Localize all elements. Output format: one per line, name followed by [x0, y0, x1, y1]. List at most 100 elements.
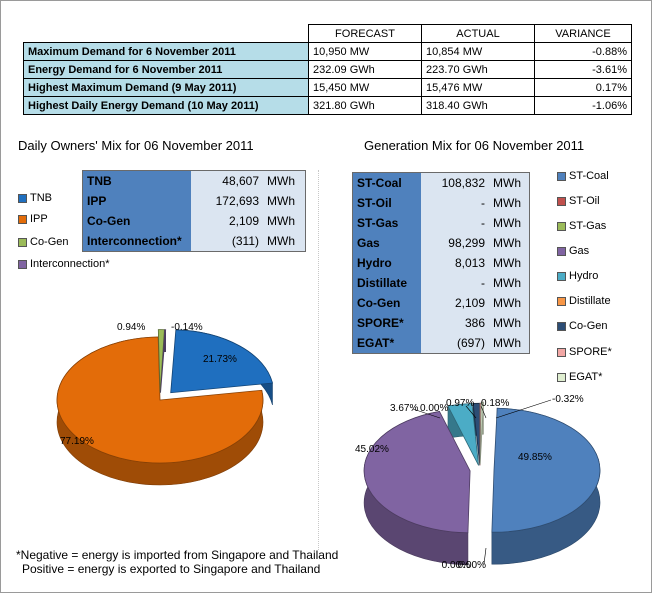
generation-mix-row: ST-Coal 108,832 MWh	[353, 173, 529, 193]
pie-data-label: 3.67%	[390, 403, 418, 414]
generation-mix-label: ST-Coal	[353, 173, 421, 193]
pie-data-label: 21.73%	[203, 354, 237, 365]
generation-mix-value: 108,832	[421, 173, 491, 193]
generation-mix-unit: MWh	[491, 313, 529, 333]
summary-forecast: 15,450 MW	[308, 78, 422, 97]
owners-mix-unit: MWh	[265, 191, 305, 211]
footnote-line-1: *Negative = energy is imported from Sing…	[16, 548, 339, 562]
section-divider	[318, 170, 319, 550]
generation-mix-unit: MWh	[491, 233, 529, 253]
legend-item: ST-Gas	[557, 220, 606, 232]
legend-item: Co-Gen	[557, 320, 608, 332]
generation-mix-label: ST-Oil	[353, 193, 421, 213]
generation-mix-value: -	[421, 213, 491, 233]
summary-forecast: 321.80 GWh	[308, 96, 422, 115]
generation-mix-label: Hydro	[353, 253, 421, 273]
generation-mix-value: -	[421, 193, 491, 213]
pie-data-label: 0.97%	[446, 398, 474, 409]
legend-item: EGAT*	[557, 371, 602, 383]
generation-mix-value: 2,109	[421, 293, 491, 313]
legend-swatch	[557, 271, 566, 281]
owners-mix-label: Interconnection*	[83, 231, 191, 251]
generation-mix-label: Distillate	[353, 273, 421, 293]
summary-actual: 318.40 GWh	[421, 96, 535, 115]
pie-slice	[363, 410, 471, 534]
legend-swatch	[557, 347, 566, 357]
summary-header-actual: ACTUAL	[421, 24, 535, 43]
pie-slice	[479, 401, 484, 465]
summary-variance: -1.06%	[534, 96, 632, 115]
legend-swatch	[557, 196, 566, 206]
pie-data-label: 0.94%	[117, 322, 145, 333]
pie-data-label: 45.02%	[355, 444, 389, 455]
pie-data-label: 0.00%	[420, 403, 448, 414]
legend-swatch	[557, 296, 566, 306]
pie-slice	[447, 403, 479, 466]
pie-leader-line	[483, 547, 487, 565]
legend-label: Co-Gen	[30, 236, 69, 248]
pie-data-label: 0.00%	[458, 560, 486, 571]
summary-header-blank	[23, 24, 309, 43]
generation-mix-label: SPORE*	[353, 313, 421, 333]
legend-swatch	[557, 321, 566, 331]
generation-mix-unit: MWh	[491, 293, 529, 313]
legend-swatch	[557, 171, 566, 181]
owners-mix-title: Daily Owners' Mix for 06 November 2011	[18, 138, 254, 153]
pie-data-label: 0.00%	[442, 560, 470, 571]
summary-row-label: Highest Maximum Demand (9 May 2011)	[23, 78, 309, 97]
legend-item: Distillate	[557, 295, 611, 307]
pie-slice	[160, 329, 167, 393]
legend-label: Distillate	[569, 295, 611, 307]
owners-mix-row: Interconnection* (311) MWh	[83, 231, 305, 251]
summary-variance: -0.88%	[534, 42, 632, 61]
owners-mix-label: IPP	[83, 191, 191, 211]
legend-swatch	[18, 214, 27, 224]
generation-mix-unit: MWh	[491, 213, 529, 233]
legend-label: EGAT*	[569, 371, 603, 383]
owners-mix-label: Co-Gen	[83, 211, 191, 231]
pie-leader-line	[465, 405, 477, 419]
legend-item: Co-Gen	[18, 236, 69, 248]
legend-label: SPORE*	[569, 346, 612, 358]
legend-swatch	[557, 246, 566, 256]
owners-mix-row: TNB 48,607 MWh	[83, 171, 305, 191]
legend-item: SPORE*	[557, 346, 612, 358]
legend-swatch	[557, 221, 566, 231]
generation-mix-row: Distillate - MWh	[353, 273, 529, 293]
generation-mix-unit: MWh	[491, 273, 529, 293]
legend-item: Hydro	[557, 270, 598, 282]
owners-mix-label: TNB	[83, 171, 191, 191]
generation-mix-label: Gas	[353, 233, 421, 253]
owners-mix-row: Co-Gen 2,109 MWh	[83, 211, 305, 231]
legend-item: Gas	[557, 245, 589, 257]
owners-mix-table: TNB 48,607 MWh IPP 172,693 MWh Co-Gen 2,…	[82, 170, 306, 252]
legend-label: Hydro	[569, 270, 599, 282]
pie-leader-line	[412, 408, 441, 419]
pie-data-label: 0.18%	[481, 398, 509, 409]
pie-slice	[170, 329, 273, 394]
generation-mix-value: -	[421, 273, 491, 293]
generation-mix-row: Hydro 8,013 MWh	[353, 253, 529, 273]
footnote-line-2: Positive = energy is exported to Singapo…	[22, 562, 321, 576]
generation-mix-row: ST-Oil - MWh	[353, 193, 529, 213]
legend-item: ST-Coal	[557, 170, 609, 182]
summary-header-row: FORECAST ACTUAL VARIANCE	[23, 24, 632, 43]
legend-label: Co-Gen	[569, 320, 608, 332]
pie-data-label: 77.19%	[60, 436, 94, 447]
generation-mix-row: Co-Gen 2,109 MWh	[353, 293, 529, 313]
generation-mix-row: EGAT* (697) MWh	[353, 333, 529, 353]
generation-mix-unit: MWh	[491, 333, 529, 353]
pie-leader-line	[480, 405, 487, 419]
footnote: *Negative = energy is imported from Sing…	[16, 548, 338, 576]
legend-swatch	[18, 259, 27, 269]
generation-mix-row: ST-Gas - MWh	[353, 213, 529, 233]
summary-actual: 10,854 MW	[421, 42, 535, 61]
generation-mix-value: (697)	[421, 333, 491, 353]
generation-mix-value: 8,013	[421, 253, 491, 273]
pie-data-label: -0.14%	[171, 322, 203, 333]
generation-mix-value: 386	[421, 313, 491, 333]
owners-mix-value: 48,607	[191, 171, 265, 191]
generation-mix-row: Gas 98,299 MWh	[353, 233, 529, 253]
owners-mix-unit: MWh	[265, 171, 305, 191]
